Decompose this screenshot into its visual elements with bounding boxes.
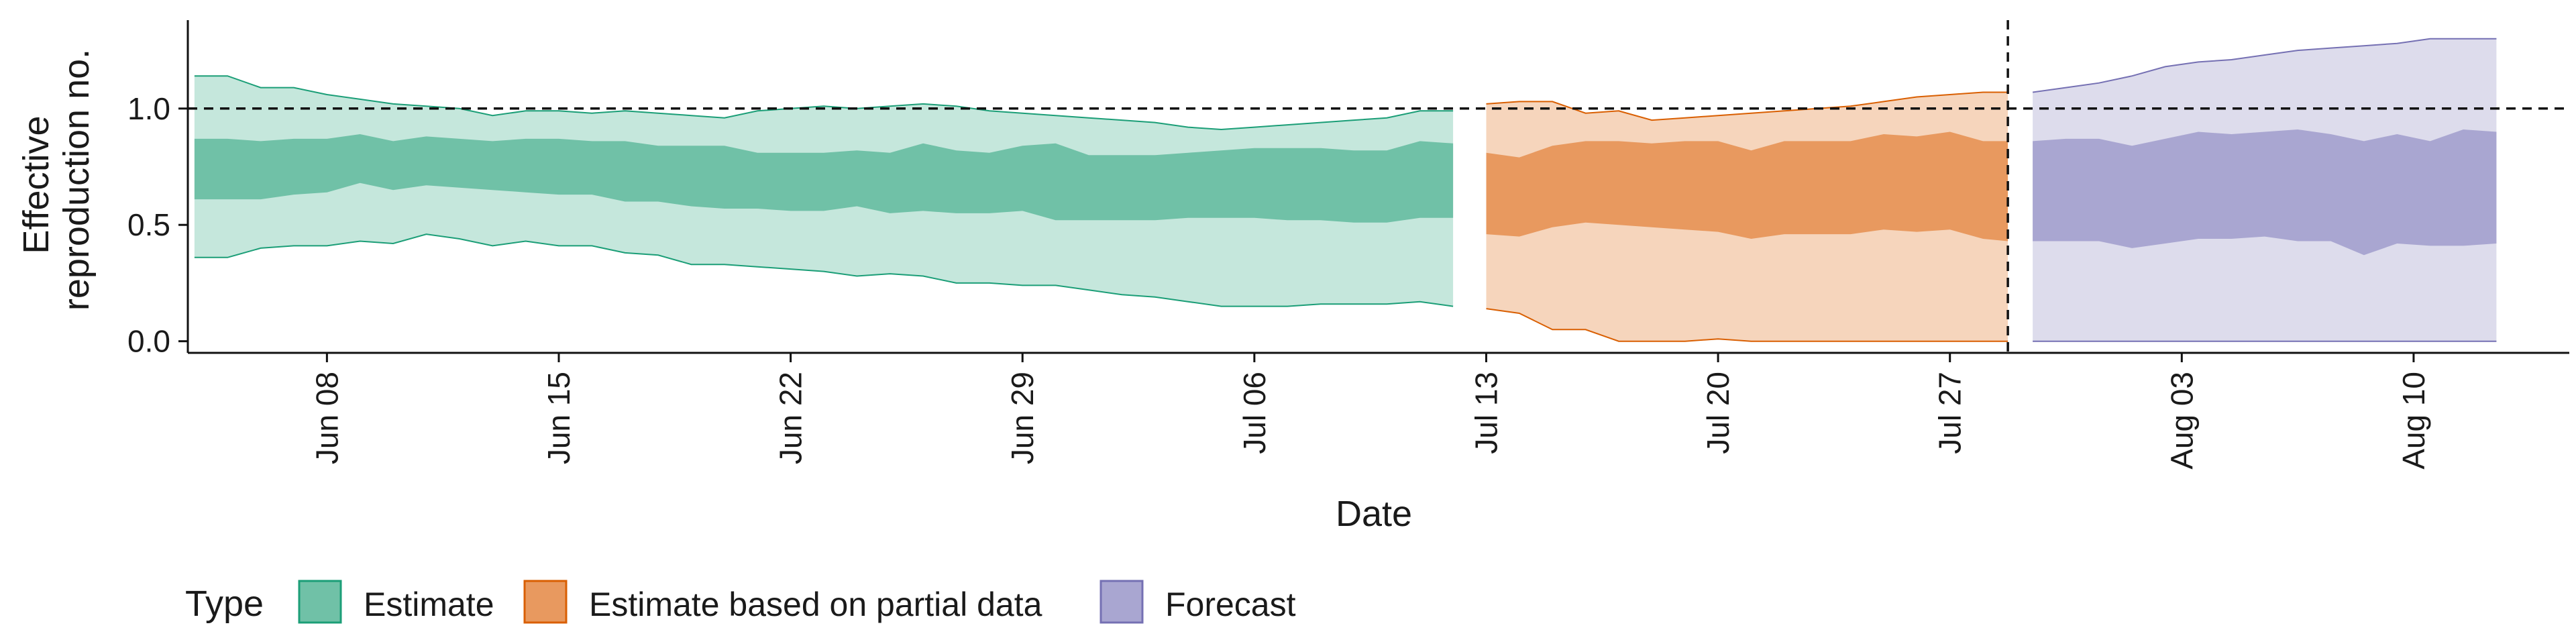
reference-lines: [188, 20, 2569, 353]
estimate-based-on-partial-data-lower-bound-line: [1486, 308, 2008, 342]
estimate-50-ribbon: [194, 134, 1454, 223]
legend-title: Type: [185, 584, 264, 624]
y-axis-title-line-1: Effective: [16, 115, 56, 254]
legend-key-swatch: [298, 580, 342, 624]
estimate-upper-bound-line: [194, 75, 1454, 131]
ribbon-layer: [194, 38, 2497, 342]
estimate-lower-bound-line: [194, 233, 1454, 307]
x-tick-label: Jun 15: [541, 372, 576, 464]
legend-key-swatch: [1099, 580, 1144, 624]
y-axis-title-line-2: reproduction no.: [56, 49, 97, 311]
legend-entry-label: Estimate based on partial data: [589, 586, 1042, 623]
y-tick-label: 0.0: [127, 324, 170, 359]
axes: 0.0 0.5 1.0 Jun 08 Jun 15 Jun 22 Jun 29 Jul 06 J…: [127, 20, 2569, 470]
legend-key-swatch: [523, 580, 568, 624]
legend: Type Estimate Estimate based on partial d…: [185, 580, 1296, 624]
x-tick-label: Aug 10: [2396, 372, 2431, 470]
x-tick-label: Jun 22: [773, 372, 808, 464]
forecast-50-ribbon: [2033, 129, 2497, 256]
y-tick-label: 1.0: [127, 91, 170, 126]
legend-entry-label: Forecast: [1165, 586, 1296, 623]
x-tick-label: Jun 29: [1005, 372, 1040, 464]
forecast-upper-bound-line: [2032, 38, 2497, 93]
x-tick-label: Aug 03: [2164, 372, 2199, 470]
x-axis-title: Date: [1336, 494, 1412, 534]
x-tick-label: Jul 13: [1468, 372, 1503, 454]
legend-entry-label: Estimate: [364, 586, 494, 623]
x-tick-label: Jul 27: [1933, 372, 1968, 454]
y-tick-label: 0.5: [127, 207, 170, 242]
x-tick-label: Jul 20: [1701, 372, 1735, 454]
x-tick-label: Jun 08: [309, 372, 344, 464]
estimate-based-on-partial-data-50-ribbon: [1486, 131, 2008, 241]
x-tick-label: Jul 06: [1237, 372, 1272, 454]
y-axis-title: Effective reproduction no.: [16, 49, 97, 311]
